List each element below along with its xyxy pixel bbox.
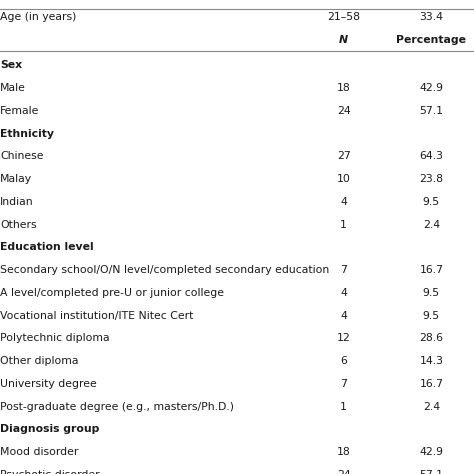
Text: 57.1: 57.1 <box>419 470 443 474</box>
Text: 2.4: 2.4 <box>423 219 440 230</box>
Text: 16.7: 16.7 <box>419 379 443 389</box>
Text: University degree: University degree <box>0 379 97 389</box>
Text: 4: 4 <box>340 197 347 207</box>
Text: 2.4: 2.4 <box>423 401 440 412</box>
Text: 24: 24 <box>337 106 351 116</box>
Text: Indian: Indian <box>0 197 34 207</box>
Text: Others: Others <box>0 219 36 230</box>
Text: 28.6: 28.6 <box>419 333 443 344</box>
Text: Malay: Malay <box>0 174 32 184</box>
Text: Sex: Sex <box>0 60 22 71</box>
Text: 10: 10 <box>337 174 351 184</box>
Text: 24: 24 <box>337 470 351 474</box>
Text: 6: 6 <box>340 356 347 366</box>
Text: 9.5: 9.5 <box>423 197 440 207</box>
Text: 42.9: 42.9 <box>419 447 443 457</box>
Text: 14.3: 14.3 <box>419 356 443 366</box>
Text: 7: 7 <box>340 379 347 389</box>
Text: Psychotic disorder: Psychotic disorder <box>0 470 100 474</box>
Text: Female: Female <box>0 106 39 116</box>
Text: 4: 4 <box>340 288 347 298</box>
Text: 42.9: 42.9 <box>419 83 443 93</box>
Text: 16.7: 16.7 <box>419 265 443 275</box>
Text: 27: 27 <box>337 151 351 162</box>
Text: Ethnicity: Ethnicity <box>0 128 54 139</box>
Text: Other diploma: Other diploma <box>0 356 79 366</box>
Text: 4: 4 <box>340 310 347 321</box>
Text: Education level: Education level <box>0 242 94 253</box>
Text: Male: Male <box>0 83 26 93</box>
Text: Post-graduate degree (e.g., masters/Ph.D.): Post-graduate degree (e.g., masters/Ph.D… <box>0 401 234 412</box>
Text: N: N <box>339 35 348 46</box>
Text: Mood disorder: Mood disorder <box>0 447 78 457</box>
Text: Polytechnic diploma: Polytechnic diploma <box>0 333 109 344</box>
Text: 9.5: 9.5 <box>423 288 440 298</box>
Text: 12: 12 <box>337 333 351 344</box>
Text: 21–58: 21–58 <box>327 11 360 22</box>
Text: 33.4: 33.4 <box>419 11 443 22</box>
Text: 9.5: 9.5 <box>423 310 440 321</box>
Text: 1: 1 <box>340 401 347 412</box>
Text: 1: 1 <box>340 219 347 230</box>
Text: Diagnosis group: Diagnosis group <box>0 424 100 435</box>
Text: Chinese: Chinese <box>0 151 44 162</box>
Text: 64.3: 64.3 <box>419 151 443 162</box>
Text: A level/completed pre-U or junior college: A level/completed pre-U or junior colleg… <box>0 288 224 298</box>
Text: Vocational institution/ITE Nitec Cert: Vocational institution/ITE Nitec Cert <box>0 310 193 321</box>
Text: 18: 18 <box>337 447 351 457</box>
Text: 23.8: 23.8 <box>419 174 443 184</box>
Text: 57.1: 57.1 <box>419 106 443 116</box>
Text: Secondary school/O/N level/completed secondary education: Secondary school/O/N level/completed sec… <box>0 265 329 275</box>
Text: Percentage: Percentage <box>396 35 466 46</box>
Text: Age (in years): Age (in years) <box>0 11 76 22</box>
Text: 18: 18 <box>337 83 351 93</box>
Text: 7: 7 <box>340 265 347 275</box>
